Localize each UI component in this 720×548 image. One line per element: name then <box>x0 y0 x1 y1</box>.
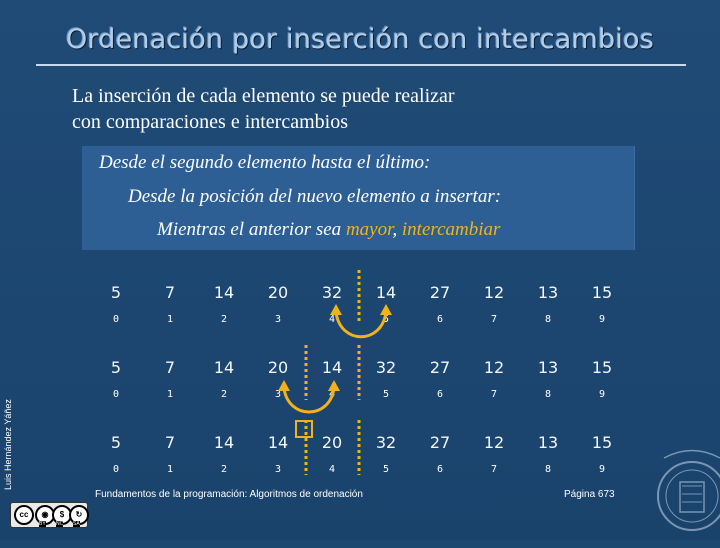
intro-line-1: La inserción de cada elemento se puede r… <box>72 85 455 107</box>
array-index: 8 <box>544 314 552 325</box>
algorithm-line-2: Desde la posición del nuevo elemento a i… <box>128 186 502 207</box>
array-cell: 15 <box>591 433 613 452</box>
array-index: 6 <box>436 314 444 325</box>
array-cell: 7 <box>164 283 176 302</box>
array-cell: 20 <box>321 433 343 452</box>
array-cell: 13 <box>537 358 559 377</box>
array-index: 5 <box>382 464 390 475</box>
array-index: 9 <box>598 314 606 325</box>
array-cell: 12 <box>483 433 505 452</box>
array-cell: 13 <box>537 283 559 302</box>
array-index: 7 <box>490 464 498 475</box>
array-cell: 15 <box>591 358 613 377</box>
array-cell: 5 <box>110 283 122 302</box>
array-cell: 20 <box>267 283 289 302</box>
array-index: 4 <box>328 314 336 325</box>
array-index: 0 <box>112 464 120 475</box>
array-index: 5 <box>382 389 390 400</box>
keyword-mayor: mayor <box>345 219 393 240</box>
array-index: 4 <box>328 389 336 400</box>
array-cell: 14 <box>267 433 289 452</box>
array-index: 4 <box>328 464 336 475</box>
array-index: 6 <box>436 464 444 475</box>
array-index: 2 <box>220 314 228 325</box>
array-cell: 32 <box>375 358 397 377</box>
array-cell: 27 <box>429 358 451 377</box>
array-cell: 27 <box>429 433 451 452</box>
array-index: 0 <box>112 389 120 400</box>
array-index: 1 <box>166 314 174 325</box>
array-cell: 15 <box>591 283 613 302</box>
array-index: 7 <box>490 314 498 325</box>
footer-title: Fundamentos de la programación: Algoritm… <box>95 489 363 500</box>
slide-title: Ordenación por inserción con intercambio… <box>65 24 655 55</box>
array-index: 1 <box>166 464 174 475</box>
side-author: Luis Hernández Yáñez <box>3 399 13 490</box>
array-cell: 13 <box>537 433 559 452</box>
cc-circle: cc <box>14 505 34 525</box>
sa-label: SA <box>73 521 80 527</box>
university-seal-icon <box>657 449 720 531</box>
intro-text: La inserción de cada elemento se puede r… <box>72 83 455 135</box>
keyword-intercambiar: intercambiar <box>401 219 501 240</box>
array-index: 3 <box>274 389 282 400</box>
array-cell: 27 <box>429 283 451 302</box>
array-index: 0 <box>112 314 120 325</box>
array-index: 8 <box>544 389 552 400</box>
array-index: 2 <box>220 464 228 475</box>
array-index: 3 <box>274 314 282 325</box>
algorithm-line-1: Desde el segundo elemento hasta el últim… <box>99 152 431 173</box>
array-cell: 20 <box>267 358 289 377</box>
array-index: 8 <box>544 464 552 475</box>
array-cell: 32 <box>321 283 343 302</box>
algorithm-line-3: Mientras el anterior sea mayor, intercam… <box>157 219 500 241</box>
page-number: Página 673 <box>564 489 615 500</box>
by-label: BY <box>39 521 46 527</box>
nc-label: NC <box>56 521 64 527</box>
algorithm-line-3-prefix: Mientras el anterior sea <box>157 219 346 240</box>
algorithm-line-3-comma: , <box>392 219 402 240</box>
array-cell: 14 <box>375 283 397 302</box>
array-index: 3 <box>274 464 282 475</box>
algorithm-box: Desde el segundo elemento hasta el últim… <box>82 146 635 250</box>
array-index: 9 <box>598 389 606 400</box>
array-index: 2 <box>220 389 228 400</box>
array-index: 6 <box>436 389 444 400</box>
array-cell: 14 <box>213 358 235 377</box>
array-index: 7 <box>490 389 498 400</box>
cc-license-icon: cc ◉ $ ↻ BY NC SA <box>10 502 89 528</box>
array-cell: 14 <box>321 358 343 377</box>
array-cell: 32 <box>375 433 397 452</box>
array-cell: 7 <box>164 433 176 452</box>
array-cell: 14 <box>213 433 235 452</box>
array-cell: 12 <box>483 283 505 302</box>
array-index: 1 <box>166 389 174 400</box>
array-cell: 14 <box>213 283 235 302</box>
array-cell: 5 <box>110 433 122 452</box>
title-underline <box>36 64 686 66</box>
array-cell: 12 <box>483 358 505 377</box>
array-index: 5 <box>382 314 390 325</box>
array-cell: 7 <box>164 358 176 377</box>
array-index: 9 <box>598 464 606 475</box>
intro-line-2: con comparaciones e intercambios <box>72 111 348 133</box>
array-cell: 5 <box>110 358 122 377</box>
